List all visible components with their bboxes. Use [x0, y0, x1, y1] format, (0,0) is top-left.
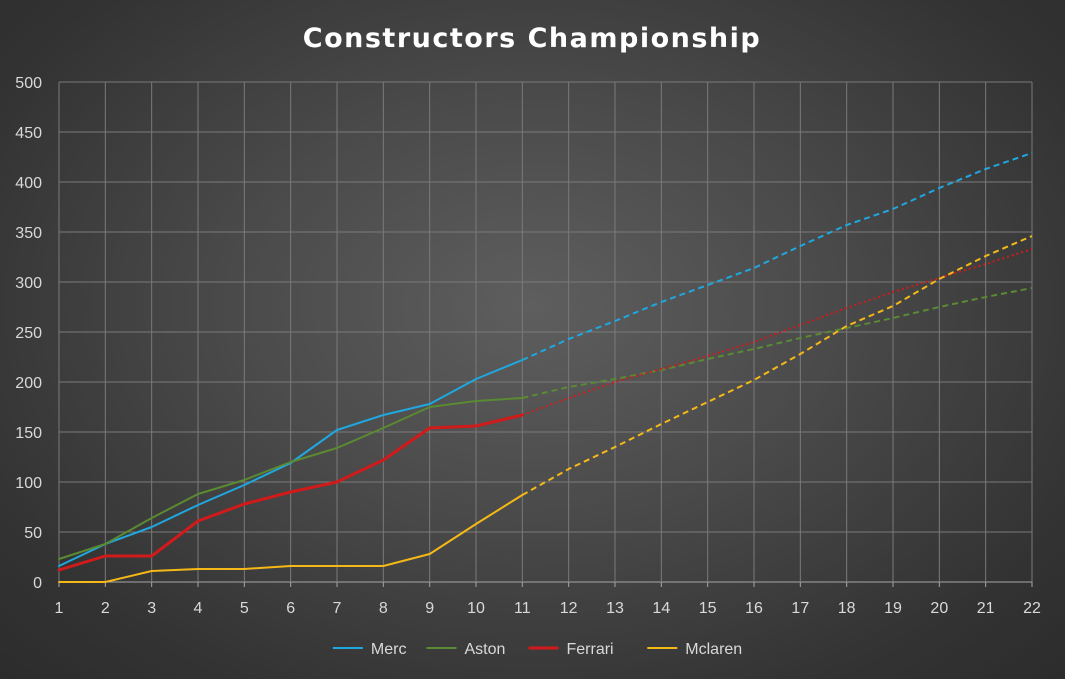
x-tick-label: 22 [1023, 600, 1041, 617]
legend-item-ferrari: Ferrari [528, 641, 614, 658]
aston-projected-line [522, 287, 1033, 399]
chart-title: Constructors Championship [303, 23, 761, 54]
x-tick-label: 3 [147, 600, 156, 617]
legend-label: Merc [371, 641, 407, 658]
y-tick-label: 400 [15, 175, 42, 192]
x-tick-label: 1 [55, 600, 64, 617]
gridlines [58, 81, 1033, 583]
aston-actual-line [58, 397, 524, 560]
x-tick-label: 12 [560, 600, 578, 617]
y-tick-label: 150 [15, 425, 42, 442]
x-tick-label: 9 [425, 600, 434, 617]
x-tick-label: 5 [240, 600, 249, 617]
legend-label: Aston [465, 641, 506, 658]
legend-item-aston: Aston [426, 641, 506, 658]
legend-label: Mclaren [685, 641, 742, 658]
x-tick-label: 2 [101, 600, 110, 617]
ferrari-actual-line [57, 413, 524, 572]
x-tick-label: 8 [379, 600, 388, 617]
x-tick-label: 15 [699, 600, 717, 617]
x-tick-label: 17 [791, 600, 809, 617]
x-tick-label: 19 [884, 600, 902, 617]
x-tick-label: 16 [745, 600, 763, 617]
y-tick-label: 300 [15, 275, 42, 292]
legend-label: Ferrari [567, 641, 614, 658]
legend-item-mclaren: Mclaren [647, 641, 742, 658]
y-tick-label: 50 [24, 525, 42, 542]
y-tick-label: 100 [15, 475, 42, 492]
y-tick-label: 350 [15, 225, 42, 242]
x-tick-label: 18 [838, 600, 856, 617]
merc-projected-line [521, 152, 1033, 361]
mclaren-projected-line [521, 235, 1033, 496]
y-tick-label: 0 [33, 575, 42, 592]
mclaren-actual-line [58, 494, 524, 583]
y-tick-label: 250 [15, 325, 42, 342]
y-tick-label: 450 [15, 125, 42, 142]
legend-item-merc: Merc [332, 641, 407, 658]
x-tick-label: 13 [606, 600, 624, 617]
legend: Merc Aston Ferrari Mclaren [332, 641, 742, 658]
x-tick-label: 6 [286, 600, 295, 617]
x-tick-label: 21 [977, 600, 995, 617]
x-tick-label: 20 [930, 600, 948, 617]
ferrari-projected-line [521, 248, 1033, 416]
y-tick-label: 200 [15, 375, 42, 392]
series-lines [57, 152, 1033, 583]
x-tick-label: 7 [333, 600, 342, 617]
y-tick-label: 500 [15, 75, 42, 92]
x-tick-label: 11 [514, 600, 531, 617]
x-tick-label: 4 [194, 600, 203, 617]
x-tick-label: 14 [652, 600, 670, 617]
x-tick-label: 10 [467, 600, 485, 617]
